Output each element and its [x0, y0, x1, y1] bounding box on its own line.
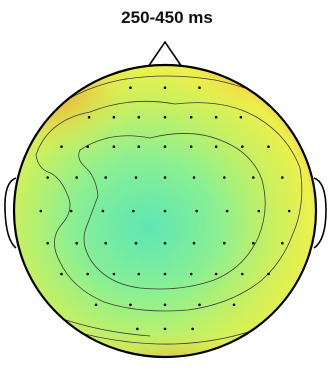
right-ear [313, 177, 327, 249]
electrode-marker [192, 241, 196, 245]
electrode-marker [163, 115, 167, 119]
electrode-marker [163, 272, 167, 276]
electrode-marker [198, 303, 201, 307]
contour-line [59, 317, 151, 337]
electrode-marker [86, 272, 89, 276]
electrode-marker [241, 145, 244, 148]
electrode-marker [60, 272, 63, 276]
electrode-marker [163, 145, 167, 148]
electrode-marker [192, 176, 196, 179]
electrode-marker [257, 209, 261, 213]
electrode-marker [60, 145, 63, 148]
contour-line [295, 65, 316, 121]
electrode-marker [281, 241, 284, 245]
electrode-marker [112, 272, 116, 276]
electrode-marker [163, 86, 167, 89]
electrode-marker [163, 303, 167, 307]
left-ear [4, 177, 17, 249]
electrode-marker [137, 115, 141, 119]
electrode-marker [239, 115, 243, 119]
electrode-marker [163, 327, 167, 331]
electrode-marker [281, 176, 284, 179]
electrode-marker [198, 86, 201, 89]
electrode-marker [101, 209, 105, 213]
electrode-marker [189, 145, 193, 148]
electrode-marker [112, 145, 116, 148]
electrode-marker [136, 327, 139, 331]
occipital-rim [65, 331, 285, 357]
electrode-marker [134, 241, 138, 245]
electrode-marker [75, 176, 78, 179]
electrode-marker [225, 209, 229, 213]
electrode-marker [46, 241, 49, 245]
electrode-marker [232, 303, 236, 307]
electrode-marker [137, 272, 141, 276]
chart-title: 250-450 ms [121, 8, 213, 27]
electrode-marker [163, 209, 167, 213]
contour-line [69, 321, 276, 345]
electrode-marker [189, 115, 193, 119]
electrode-marker [189, 272, 193, 276]
electrodes [39, 86, 291, 331]
electrode-marker [134, 176, 138, 179]
electrode-marker [129, 86, 132, 89]
head-outline [12, 63, 318, 359]
nose [147, 40, 183, 68]
electrode-marker [267, 145, 270, 148]
contour-line [35, 100, 303, 312]
electrode-marker [137, 145, 141, 148]
electrode-marker [252, 241, 255, 245]
electrode-marker [104, 241, 107, 245]
electrode-marker [75, 241, 78, 245]
color-map [14, 65, 316, 357]
electrode-marker [223, 241, 226, 245]
electrode-marker [163, 241, 167, 245]
electrode-marker [129, 303, 132, 307]
electrode-marker [223, 176, 226, 179]
contour-line [78, 133, 266, 290]
electrode-marker [86, 145, 89, 148]
electrode-marker [104, 176, 107, 179]
electrode-marker [163, 176, 167, 179]
electrode-marker [287, 209, 291, 213]
electrode-marker [214, 145, 218, 148]
electrode-marker [39, 209, 43, 213]
electrode-marker [69, 209, 73, 213]
electrode-marker [94, 303, 98, 307]
electrode-marker [87, 115, 91, 119]
electrode-marker [214, 115, 218, 119]
electrode-marker [214, 272, 218, 276]
electrode-marker [252, 176, 255, 179]
electrode-marker [132, 209, 135, 213]
electrode-marker [195, 209, 198, 213]
electrode-marker [46, 176, 49, 179]
electrode-marker [112, 115, 116, 119]
electrode-marker [191, 327, 194, 331]
electrode-marker [267, 272, 270, 276]
electrode-marker [241, 272, 244, 276]
